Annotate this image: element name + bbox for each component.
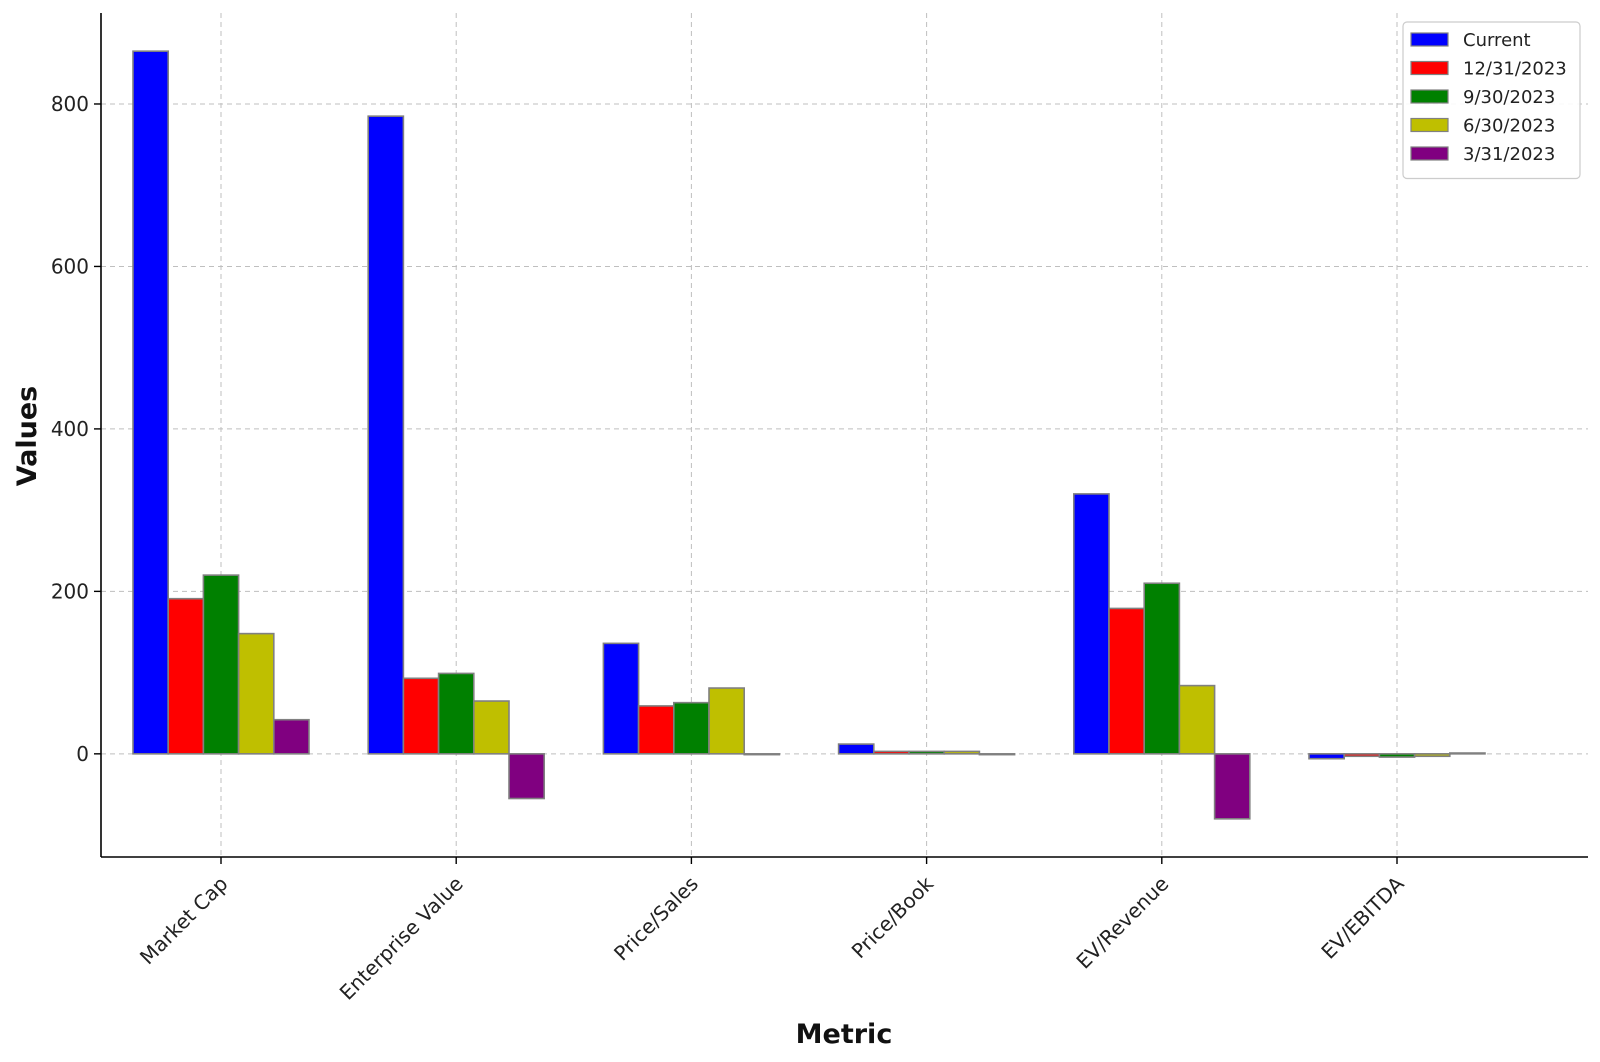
legend-swatch: [1410, 146, 1449, 161]
legend-swatch: [1410, 89, 1449, 104]
y-tick-label: 400: [51, 417, 89, 441]
x-tick-label: Enterprise Value: [335, 872, 468, 1005]
bar: [672, 701, 710, 755]
bar: [978, 753, 1016, 756]
bar: [1449, 752, 1486, 755]
bars: [132, 50, 1486, 820]
y-tick-label: 600: [51, 254, 89, 278]
bar: [508, 753, 546, 800]
x-tick-label: Price/Book: [847, 871, 939, 963]
bar: [367, 115, 405, 755]
bar: [237, 632, 275, 755]
grid-lines: [101, 13, 1588, 857]
y-tick-label: 200: [51, 579, 89, 603]
bar: [943, 750, 981, 755]
legend-label: 9/30/2023: [1463, 87, 1555, 108]
bar: [272, 718, 310, 755]
bar: [637, 705, 675, 755]
bar: [1378, 753, 1416, 758]
bar: [1413, 753, 1451, 758]
legend-swatch: [1410, 117, 1449, 133]
bar: [1343, 753, 1381, 758]
x-tick-label: Price/Sales: [609, 872, 703, 966]
bar: [167, 597, 205, 755]
bar: [602, 642, 640, 755]
x-tick-label: Market Cap: [135, 872, 233, 970]
bar: [743, 753, 781, 756]
bar: [132, 50, 170, 755]
y-tick-label: 800: [51, 92, 89, 116]
bar: [1178, 684, 1216, 755]
ticks: 0 200 400 600 800 Market Cap Enterprise Value P…: [51, 92, 1409, 1005]
bar: [472, 700, 510, 755]
y-axis-title: Values: [12, 386, 43, 487]
bar: [837, 743, 875, 755]
bar: [202, 574, 240, 755]
x-tick-label: EV/EBITDA: [1316, 871, 1408, 963]
legend-label: Current: [1463, 30, 1531, 51]
legend-swatch: [1410, 32, 1449, 47]
bar: [1073, 493, 1110, 755]
x-tick-label: EV/Revenue: [1071, 872, 1173, 974]
bar: [908, 750, 946, 755]
legend: Current 12/31/2023 9/30/2023 6/30/2023 3/31/…: [1402, 21, 1581, 180]
y-tick-label: 0: [76, 742, 89, 766]
legend-swatch: [1410, 60, 1449, 76]
legend-label: 12/31/2023: [1463, 59, 1567, 80]
bar: [1213, 753, 1251, 820]
bar: [708, 687, 746, 755]
bar: [872, 750, 910, 755]
legend-label: 3/31/2023: [1463, 144, 1555, 165]
bar: [1308, 753, 1346, 760]
legend-label: 6/30/2023: [1463, 116, 1555, 137]
bar: [437, 672, 475, 755]
bar: [1143, 582, 1181, 755]
bar: [1108, 607, 1146, 755]
axes: [100, 13, 1588, 858]
x-axis-title: Metric: [796, 1019, 893, 1050]
bar: [402, 677, 440, 755]
